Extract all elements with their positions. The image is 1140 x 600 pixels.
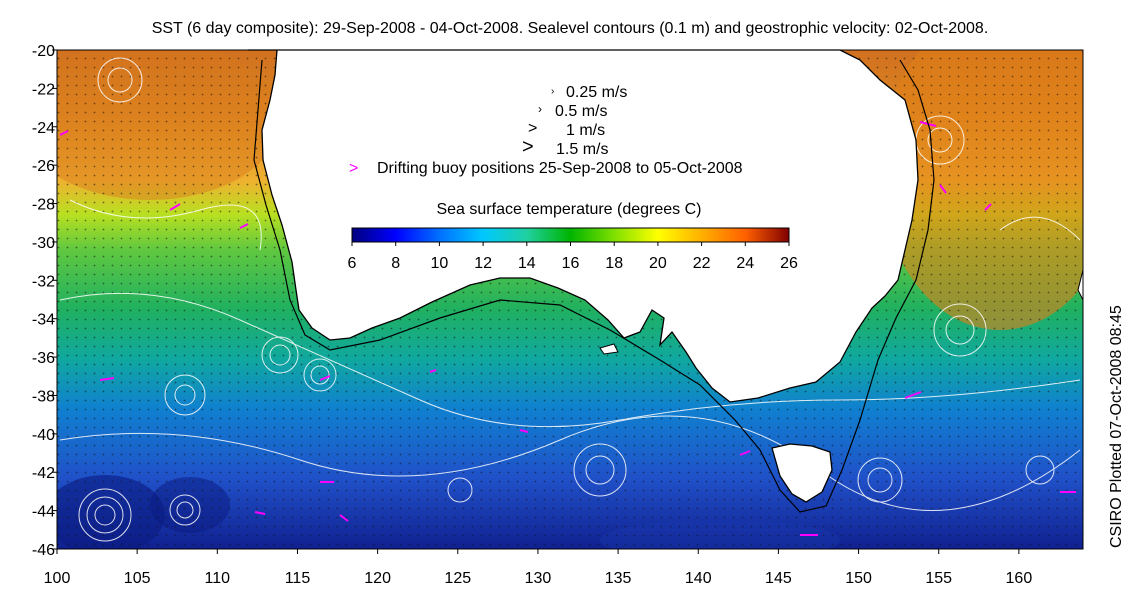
colorbar-tick-label: 14 bbox=[518, 255, 536, 272]
shelf-contour bbox=[253, 59, 935, 513]
velocity-legend: › 0.25 m/s › 0.5 m/s > 1 m/s > 1.5 m/s >… bbox=[349, 84, 743, 177]
y-tick-label: -26 bbox=[32, 158, 55, 175]
y-tick-label: -40 bbox=[32, 427, 55, 444]
x-tick-label: 100 bbox=[44, 570, 71, 587]
x-tick-label: 140 bbox=[685, 570, 712, 587]
y-tick-label: -42 bbox=[32, 465, 55, 482]
colorbar-tick-label: 6 bbox=[348, 255, 357, 272]
y-tick-label: -30 bbox=[32, 235, 55, 252]
x-tick-label: 130 bbox=[525, 570, 552, 587]
y-tick-label: -34 bbox=[32, 312, 55, 329]
colorbar-tick-label: 22 bbox=[693, 255, 711, 272]
y-tick-label: -22 bbox=[32, 81, 55, 98]
colorbar-tick-label: 18 bbox=[605, 255, 623, 272]
kangaroo-island bbox=[599, 343, 619, 355]
colorbar-tick-label: 16 bbox=[562, 255, 580, 272]
colorbar-tick-label: 10 bbox=[431, 255, 449, 272]
vector-label-05: 0.5 m/s bbox=[555, 103, 607, 120]
colorbar-ticks: 6 8 10 12 14 16 18 20 22 24 26 bbox=[348, 242, 798, 272]
y-tick-label: -32 bbox=[32, 273, 55, 290]
buoy-marker: > bbox=[349, 160, 358, 177]
vector-symbol-1: > bbox=[528, 120, 537, 137]
vector-symbol-025: › bbox=[551, 86, 554, 97]
sealevel-contours bbox=[59, 57, 1081, 542]
y-tick-label: -20 bbox=[32, 43, 55, 60]
sst-field bbox=[57, 50, 1083, 549]
x-tick-label: 135 bbox=[605, 570, 632, 587]
x-tick-label: 150 bbox=[845, 570, 872, 587]
plot-frame bbox=[56, 49, 1084, 550]
colorbar-tick-label: 26 bbox=[780, 255, 798, 272]
tasmania bbox=[771, 443, 833, 503]
x-axis-ticks: 100 105 110 115 120 125 130 135 140 145 150 155 160 bbox=[44, 549, 1033, 587]
map-title: SST (6 day composite): 29-Sep-2008 - 04-… bbox=[151, 20, 989, 37]
colorbar-ramp bbox=[351, 227, 790, 243]
buoy-label: Drifting buoy positions 25-Sep-2008 to 0… bbox=[377, 160, 743, 177]
vector-label-15: 1.5 m/s bbox=[556, 141, 608, 158]
x-tick-label: 115 bbox=[285, 570, 311, 587]
y-axis-ticks: -20 -22 -24 -26 -28 -30 -32 -34 -36 -38 -40 -42 -44 -… bbox=[32, 43, 57, 559]
colorbar-tick-label: 12 bbox=[474, 255, 492, 272]
colorbar: Sea surface temperature (degrees C) 6 8 10… bbox=[348, 201, 798, 272]
vector-symbol-05: › bbox=[538, 102, 542, 116]
x-tick-label: 120 bbox=[364, 570, 391, 587]
colorbar-tick-label: 8 bbox=[391, 255, 400, 272]
x-tick-label: 105 bbox=[124, 570, 151, 587]
vector-label-1: 1 m/s bbox=[566, 122, 605, 139]
x-tick-label: 160 bbox=[1006, 570, 1033, 587]
colorbar-tick-label: 20 bbox=[649, 255, 667, 272]
x-tick-label: 110 bbox=[205, 570, 231, 587]
colorbar-title: Sea surface temperature (degrees C) bbox=[436, 201, 701, 218]
y-tick-label: -28 bbox=[32, 197, 55, 214]
y-tick-label: -24 bbox=[32, 120, 55, 137]
x-tick-label: 125 bbox=[444, 570, 471, 587]
y-tick-label: -46 bbox=[32, 542, 55, 559]
y-tick-label: -38 bbox=[32, 388, 55, 405]
vector-symbol-15: > bbox=[522, 136, 534, 158]
australia-landmass bbox=[248, 49, 919, 403]
y-tick-label: -36 bbox=[32, 350, 55, 367]
y-tick-label: -44 bbox=[32, 504, 55, 521]
vector-label-025: 0.25 m/s bbox=[566, 84, 627, 101]
colorbar-tick-label: 24 bbox=[736, 255, 754, 272]
x-tick-label: 155 bbox=[925, 570, 952, 587]
x-tick-label: 145 bbox=[765, 570, 792, 587]
